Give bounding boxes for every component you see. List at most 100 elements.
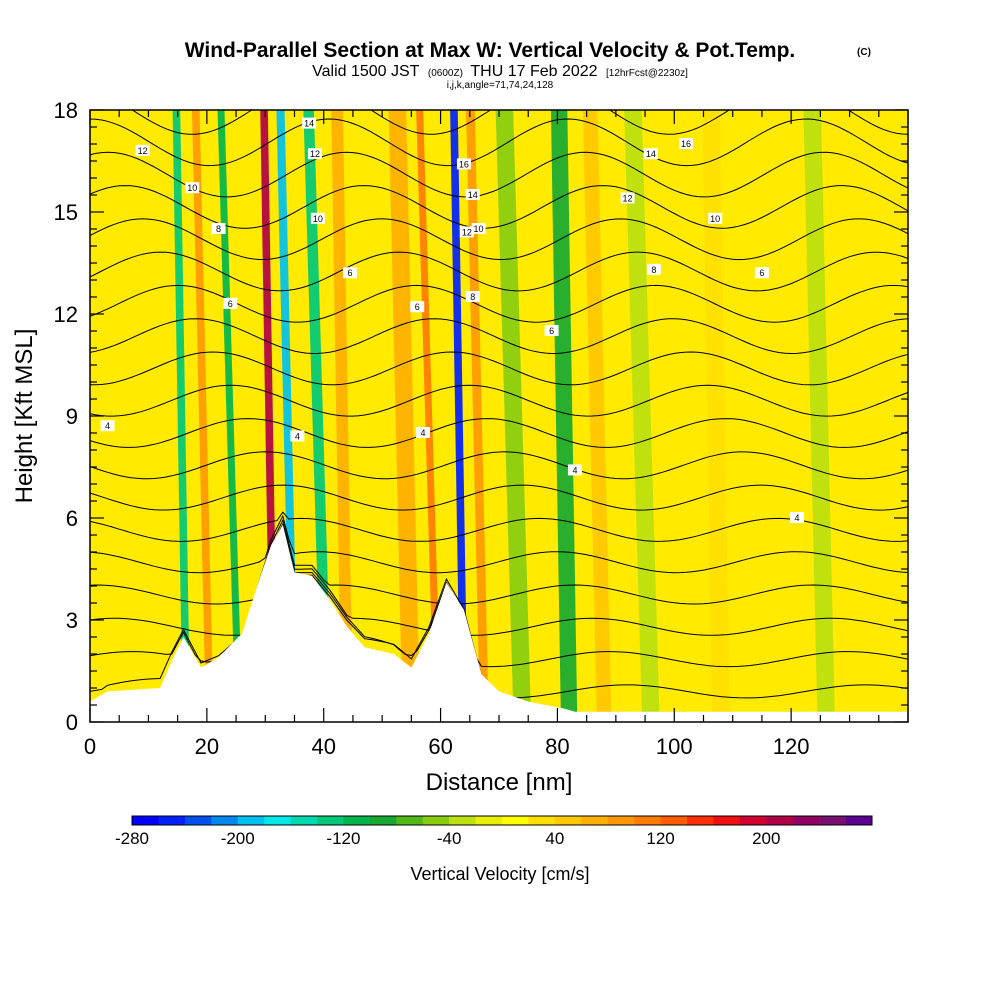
y-axis: 0 3 6 9 12 15 18: [54, 98, 908, 735]
colorbar-swatch: [660, 816, 688, 825]
contour-label-text: 8: [216, 224, 221, 234]
colorbar-swatch: [237, 816, 265, 825]
y-tick-label: 18: [54, 98, 78, 123]
contour-label-box: [459, 226, 474, 238]
colorbar-swatch: [264, 816, 291, 825]
contour-label-box: [211, 223, 226, 234]
colorbar-label: Vertical Velocity [cm/s]: [410, 864, 589, 884]
valid-utc: (0600Z): [428, 68, 463, 79]
theta-contour-label: 14: [302, 117, 317, 129]
theta-contour-line: [90, 514, 908, 574]
colorbar-swatch: [845, 816, 873, 825]
theta-contour-label: 14: [465, 189, 480, 200]
colorbar: -280 -200 -120 -40 40 120 200: [115, 815, 873, 848]
contour-label-text: 16: [681, 139, 691, 149]
colorbar-swatch: [634, 816, 661, 825]
theta-contour-line: [90, 351, 908, 386]
x-tick-label: 120: [773, 734, 810, 759]
theta-contour-label: 10: [185, 182, 200, 194]
contour-label-box: [185, 182, 200, 194]
contour-label-box: [343, 267, 358, 279]
x-tick-label: 60: [428, 734, 452, 759]
colorbar-tick-label: 200: [752, 829, 780, 848]
contour-label-text: 14: [468, 190, 478, 200]
velocity-band: [388, 110, 421, 722]
velocity-band: [702, 110, 730, 722]
theta-contour-label: 4: [290, 430, 305, 442]
velocity-band: [172, 110, 191, 722]
valid-prefix: Valid 1500 JST: [312, 63, 420, 80]
theta-contour-line: [90, 511, 908, 542]
y-tick-label: 12: [54, 302, 78, 327]
contour-label-box: [100, 420, 115, 432]
theta-contour-label: 4: [789, 512, 804, 523]
colorbar-swatch: [132, 816, 159, 825]
contour-label-box: [456, 158, 471, 170]
contour-label-text: 12: [310, 149, 320, 159]
contour-label-text: 6: [415, 302, 420, 312]
contour-label-text: 6: [347, 268, 352, 278]
contour-label-text: 6: [549, 326, 554, 336]
colorbar-swatch: [766, 816, 794, 825]
theta-contour-label: 10: [708, 212, 723, 224]
colorbar-swatch: [449, 816, 476, 825]
forecast-info: [12hrFcst@2230z]: [606, 68, 688, 79]
x-tick-label: 80: [545, 734, 569, 759]
contour-label-text: 8: [651, 265, 656, 275]
x-axis: 0 20 40 60 80 100 120: [84, 110, 909, 759]
theta-contour-line: [90, 484, 908, 511]
theta-contour-line: [90, 118, 908, 167]
theta-contour-label: 6: [754, 267, 769, 279]
y-tick-label: 6: [66, 506, 78, 531]
theta-contour-label: 6: [343, 267, 358, 279]
theta-contour-label: 4: [100, 420, 115, 432]
contour-label-text: 12: [138, 146, 148, 156]
contour-label-box: [223, 297, 238, 309]
theta-contour-line: [90, 418, 908, 448]
theta-contour-label: 4: [567, 464, 582, 476]
colorbar-swatch: [369, 816, 397, 825]
contour-label-box: [310, 212, 325, 224]
contour-label-box: [708, 212, 723, 224]
contour-label-box: [789, 512, 804, 523]
contour-label-box: [544, 325, 559, 336]
colorbar-swatch: [528, 816, 556, 825]
contour-label-box: [754, 267, 769, 279]
colorbar-swatch: [502, 816, 529, 825]
colorbar-swatch: [290, 816, 318, 825]
theta-contour-line: [90, 518, 908, 605]
contour-label-box: [290, 430, 305, 442]
theta-contour-label: 6: [223, 297, 238, 309]
colorbar-swatch: [396, 816, 424, 825]
theta-contour-label: 10: [471, 223, 486, 234]
contour-label-text: 10: [474, 224, 484, 234]
theta-contour-line: [131, 110, 908, 135]
x-tick-label: 0: [84, 734, 96, 759]
colorbar-swatch: [819, 816, 846, 825]
valid-date: THU 17 Feb 2022: [470, 63, 597, 80]
velocity-bands: [172, 110, 835, 722]
contour-label-text: 12: [623, 193, 633, 203]
contour-label-box: [678, 138, 693, 149]
contour-label-box: [302, 117, 317, 129]
theta-contour-line: [90, 218, 908, 261]
y-axis-label: Height [Kft MSL]: [11, 329, 38, 504]
theta-contour-label: 16: [678, 138, 693, 149]
contour-label-text: 4: [295, 431, 300, 441]
theta-contour-label: 14: [643, 148, 658, 160]
theta-contour-line: [90, 522, 908, 636]
theta-contour-line: [90, 185, 908, 229]
colorbar-swatch: [422, 816, 450, 825]
contour-label-text: 6: [759, 268, 764, 278]
contour-label-text: 6: [228, 299, 233, 309]
y-tick-label: 15: [54, 200, 78, 225]
theta-contour-label: 8: [465, 291, 480, 302]
velocity-band: [191, 110, 214, 722]
velocity-band: [217, 110, 243, 722]
contour-label-box: [465, 189, 480, 200]
colorbar-swatch: [739, 816, 767, 825]
colorbar-tick-label: 40: [545, 829, 564, 848]
